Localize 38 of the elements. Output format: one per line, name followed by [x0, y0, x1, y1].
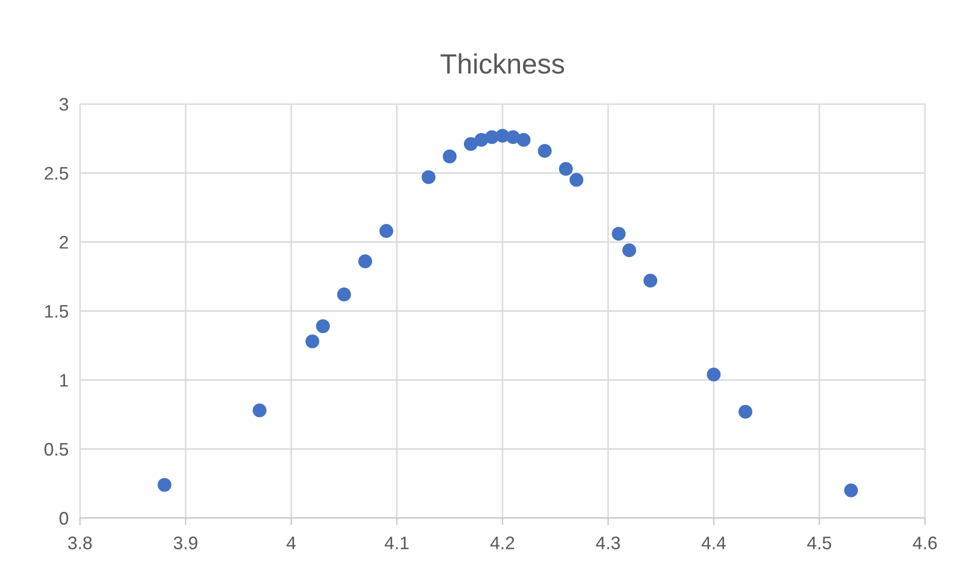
x-tick-label: 3.8 [68, 536, 92, 550]
x-tick-label: 4.4 [702, 536, 726, 550]
point [305, 334, 320, 348]
point [738, 404, 752, 419]
point [442, 150, 457, 164]
x-tick-label: 4.5 [807, 536, 832, 550]
y-tick-label: 0.5 [44, 442, 68, 456]
point [706, 368, 721, 382]
point [158, 478, 172, 492]
point [558, 162, 573, 176]
x-tick-label: 4 [286, 536, 296, 550]
point [337, 288, 351, 302]
point [474, 132, 488, 147]
point [570, 172, 584, 187]
point [422, 170, 436, 184]
point [464, 137, 478, 151]
point [622, 243, 636, 258]
y-tick-label: 3 [60, 98, 68, 111]
point [252, 403, 266, 418]
y-tick-label: 1.5 [45, 305, 68, 318]
x-tick-label: 4.1 [384, 536, 409, 550]
point [612, 226, 626, 241]
x-tick-label: 4.6 [912, 536, 937, 550]
point [358, 254, 372, 268]
point [643, 274, 658, 288]
y-tick-label: 2.5 [44, 166, 68, 180]
x-tick-label: 4.2 [490, 536, 514, 550]
y-tick-label: 1 [60, 374, 68, 387]
y-tick-label: 0 [60, 512, 68, 525]
point [538, 144, 552, 158]
point [316, 319, 330, 334]
x-tick-label: 3.9 [174, 536, 198, 550]
y-tick-label: 2 [60, 236, 68, 249]
point [844, 483, 858, 498]
point [379, 224, 394, 238]
chart-title: Thickness [440, 53, 564, 74]
point [516, 132, 531, 147]
x-tick-label: 4.3 [596, 536, 620, 550]
